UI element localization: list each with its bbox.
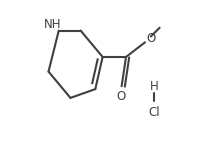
Text: Cl: Cl <box>148 106 160 119</box>
Text: O: O <box>146 32 156 45</box>
Text: H: H <box>149 80 158 93</box>
Text: NH: NH <box>44 18 62 31</box>
Text: O: O <box>116 90 126 103</box>
